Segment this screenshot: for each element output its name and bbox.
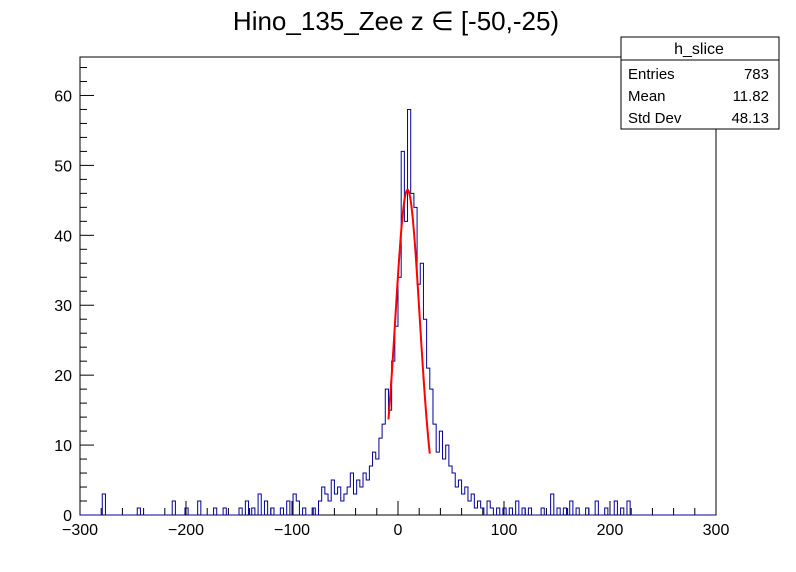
stats-mean-value: 11.82 — [733, 88, 769, 105]
stats-entries-label: Entries — [628, 66, 675, 83]
stats-box-frame — [620, 36, 780, 130]
y-axis: 0 10 20 30 40 50 60 — [54, 66, 94, 525]
x-tick-label: 0 — [394, 522, 403, 539]
x-tick-label: 100 — [491, 522, 518, 539]
histogram-bin — [443, 459, 446, 515]
chart-title: Hino_135_Zee z ∈ [-50,-25) — [233, 6, 559, 36]
histogram-bin — [366, 480, 369, 515]
x-tick-label: −200 — [168, 522, 204, 539]
y-tick-label: 30 — [54, 298, 72, 315]
histogram-bins — [102, 109, 630, 515]
y-tick-label: 0 — [63, 508, 72, 525]
histogram-bin — [436, 452, 439, 515]
gaussian-fit-curve — [387, 188, 431, 454]
x-tick-label: 300 — [703, 522, 730, 539]
histogram-bin — [474, 508, 477, 515]
stats-box-name: h_slice — [674, 41, 724, 58]
histogram-bin — [341, 501, 344, 515]
stats-stddev-value: 48.13 — [731, 110, 769, 127]
y-tick-label: 20 — [54, 368, 72, 385]
histogram-outline — [80, 108, 716, 516]
histogram-bin — [328, 501, 331, 515]
y-tick-label: 50 — [54, 158, 72, 175]
stats-box: h_slice Entries 783 Mean 11.82 Std Dev 4… — [620, 36, 780, 130]
stats-entries-value: 783 — [744, 66, 769, 83]
histogram-bin — [388, 410, 391, 515]
histogram-bin — [376, 459, 379, 515]
x-tick-label: −300 — [62, 522, 98, 539]
histogram-bin — [468, 501, 471, 515]
y-tick-label: 10 — [54, 438, 72, 455]
y-tick-label: 60 — [54, 88, 72, 105]
histogram-bin — [360, 487, 363, 515]
x-axis: −300 −200 −100 0 100 200 300 — [62, 501, 729, 539]
stats-stddev-label: Std Dev — [628, 110, 682, 127]
histogram-bin — [353, 494, 356, 515]
x-tick-label: 200 — [597, 522, 624, 539]
histogram-bin — [455, 487, 458, 515]
histogram-bin — [404, 221, 407, 515]
x-tick-label: −100 — [274, 522, 310, 539]
y-tick-label: 40 — [54, 228, 72, 245]
stats-mean-label: Mean — [628, 88, 666, 105]
histogram-bin — [411, 193, 414, 515]
